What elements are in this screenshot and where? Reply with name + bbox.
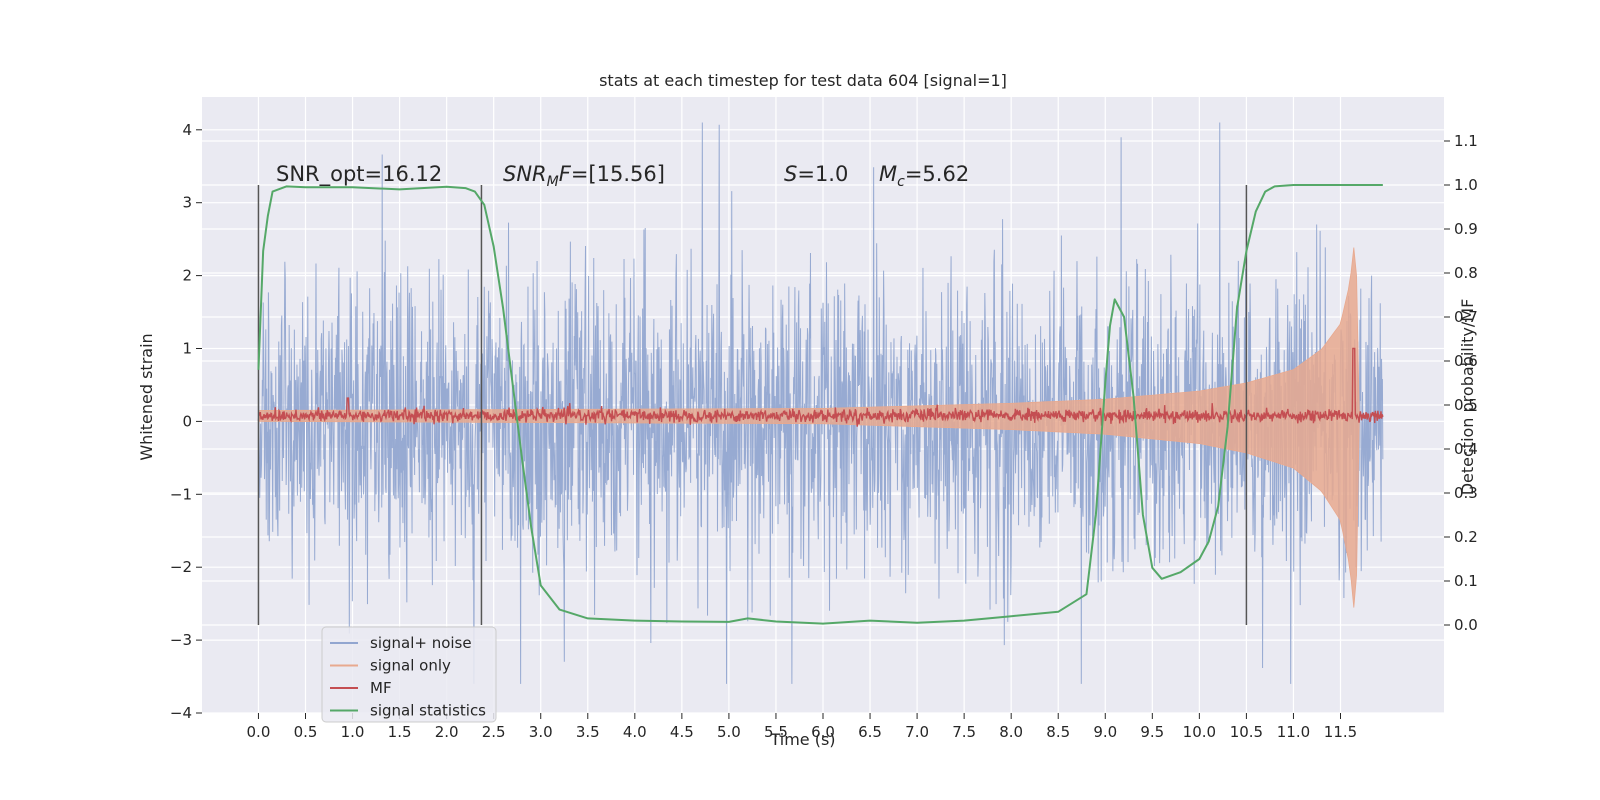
y-right-tick-label: 0.7 — [1454, 308, 1478, 326]
noise-trace — [257, 122, 1384, 684]
y-right-tick-label: 0.8 — [1454, 264, 1478, 282]
x-tick-label: 6.0 — [811, 723, 835, 741]
x-tick-label: 3.5 — [576, 723, 600, 741]
series-signal-only — [258, 247, 1360, 608]
x-tick-label: 10.0 — [1183, 723, 1216, 741]
y-right-tick-label: 0.9 — [1454, 220, 1478, 238]
y-left-tick-label: −1 — [170, 485, 192, 503]
y-left-tick-label: −2 — [170, 558, 192, 576]
y-axis-left-ticks: −4 −3 −2 −1 0 1 2 3 4 — [170, 121, 202, 722]
annotation-s: S=1.0 — [784, 162, 848, 186]
y-axis-right-label: Detection probability/MF — [1458, 299, 1477, 496]
mf-trace — [257, 347, 1384, 427]
y-left-tick-label: −3 — [170, 631, 192, 649]
y-left-tick-label: 1 — [182, 340, 192, 358]
x-axis-ticks: 0.0 0.5 1.0 1.5 2.0 2.5 3.0 3.5 4.0 4.5 5.0 5.5 6.0 6… — [247, 713, 1357, 741]
y-axis-left-label: Whitened strain — [137, 333, 156, 460]
legend-box — [321, 626, 497, 723]
y-right-tick-label: 0.1 — [1454, 572, 1478, 590]
y-axis-right-ticks: 0.0 0.1 0.2 0.3 0.4 0.5 0.6 0.7 0.8 0.9 1.0 1.1 — [1444, 132, 1478, 634]
x-tick-label: 0.0 — [247, 723, 271, 741]
annotation-mc: Mc=5.62 — [879, 162, 969, 190]
y-right-tick-label: 0.3 — [1454, 484, 1478, 502]
x-tick-label: 7.5 — [952, 723, 976, 741]
x-tick-label: 2.0 — [435, 723, 459, 741]
x-tick-label: 10.5 — [1230, 723, 1263, 741]
x-tick-label: 4.5 — [670, 723, 694, 741]
y-left-tick-label: 0 — [182, 412, 192, 430]
legend-label: signal only — [370, 657, 451, 675]
legend-label: signal statistics — [370, 702, 486, 720]
y-right-tick-label: 0.4 — [1454, 440, 1478, 458]
x-tick-label: 5.5 — [764, 723, 788, 741]
x-axis-label: Time (s) — [769, 730, 835, 749]
legend-label: MF — [370, 679, 392, 697]
legend: signal+ noise signal only MF signal statist… — [321, 626, 497, 723]
x-tick-label: 0.5 — [294, 723, 318, 741]
y-right-tick-label: 0.6 — [1454, 352, 1478, 370]
x-tick-label: 6.5 — [858, 723, 882, 741]
chart-title: stats at each timestep for test data 604… — [599, 71, 1007, 90]
x-tick-label: 2.5 — [482, 723, 506, 741]
vertical-markers — [257, 185, 1248, 625]
x-tick-label: 8.0 — [999, 723, 1023, 741]
y-left-tick-label: 2 — [182, 267, 192, 285]
y-left-tick-label: 3 — [182, 194, 192, 212]
series-signal-noise — [257, 122, 1384, 684]
x-tick-label: 9.5 — [1140, 723, 1164, 741]
y-right-tick-label: 0.5 — [1454, 396, 1478, 414]
x-tick-label: 8.5 — [1046, 723, 1070, 741]
x-tick-label: 5.0 — [717, 723, 741, 741]
x-tick-label: 9.0 — [1093, 723, 1117, 741]
annotation-snr-opt: SNR_opt=16.12 — [276, 162, 442, 187]
x-tick-label: 11.5 — [1324, 723, 1357, 741]
annotations: SNR_opt=16.12 SNRMF=[15.56] S=1.0 Mc=5.6… — [276, 162, 969, 190]
y-right-tick-label: 0.2 — [1454, 528, 1478, 546]
signal-only-envelope — [258, 247, 1360, 608]
x-tick-label: 1.5 — [388, 723, 412, 741]
x-tick-label: 4.0 — [623, 723, 647, 741]
x-tick-label: 3.0 — [529, 723, 553, 741]
y-left-tick-label: −4 — [170, 704, 192, 722]
signal-statistics-line — [257, 184, 1383, 625]
x-tick-label: 11.0 — [1277, 723, 1310, 741]
y-left-tick-label: 4 — [182, 121, 192, 139]
series-signal-statistics — [257, 184, 1383, 625]
y-right-tick-label: 1.1 — [1454, 132, 1478, 150]
x-tick-label: 1.0 — [341, 723, 365, 741]
y-right-tick-label: 0.0 — [1454, 616, 1478, 634]
y-right-tick-label: 1.0 — [1454, 176, 1478, 194]
x-tick-label: 7.0 — [905, 723, 929, 741]
series-mf — [257, 347, 1384, 427]
legend-label: signal+ noise — [370, 634, 472, 652]
annotation-snr-mf: SNRMF=[15.56] — [503, 162, 665, 190]
